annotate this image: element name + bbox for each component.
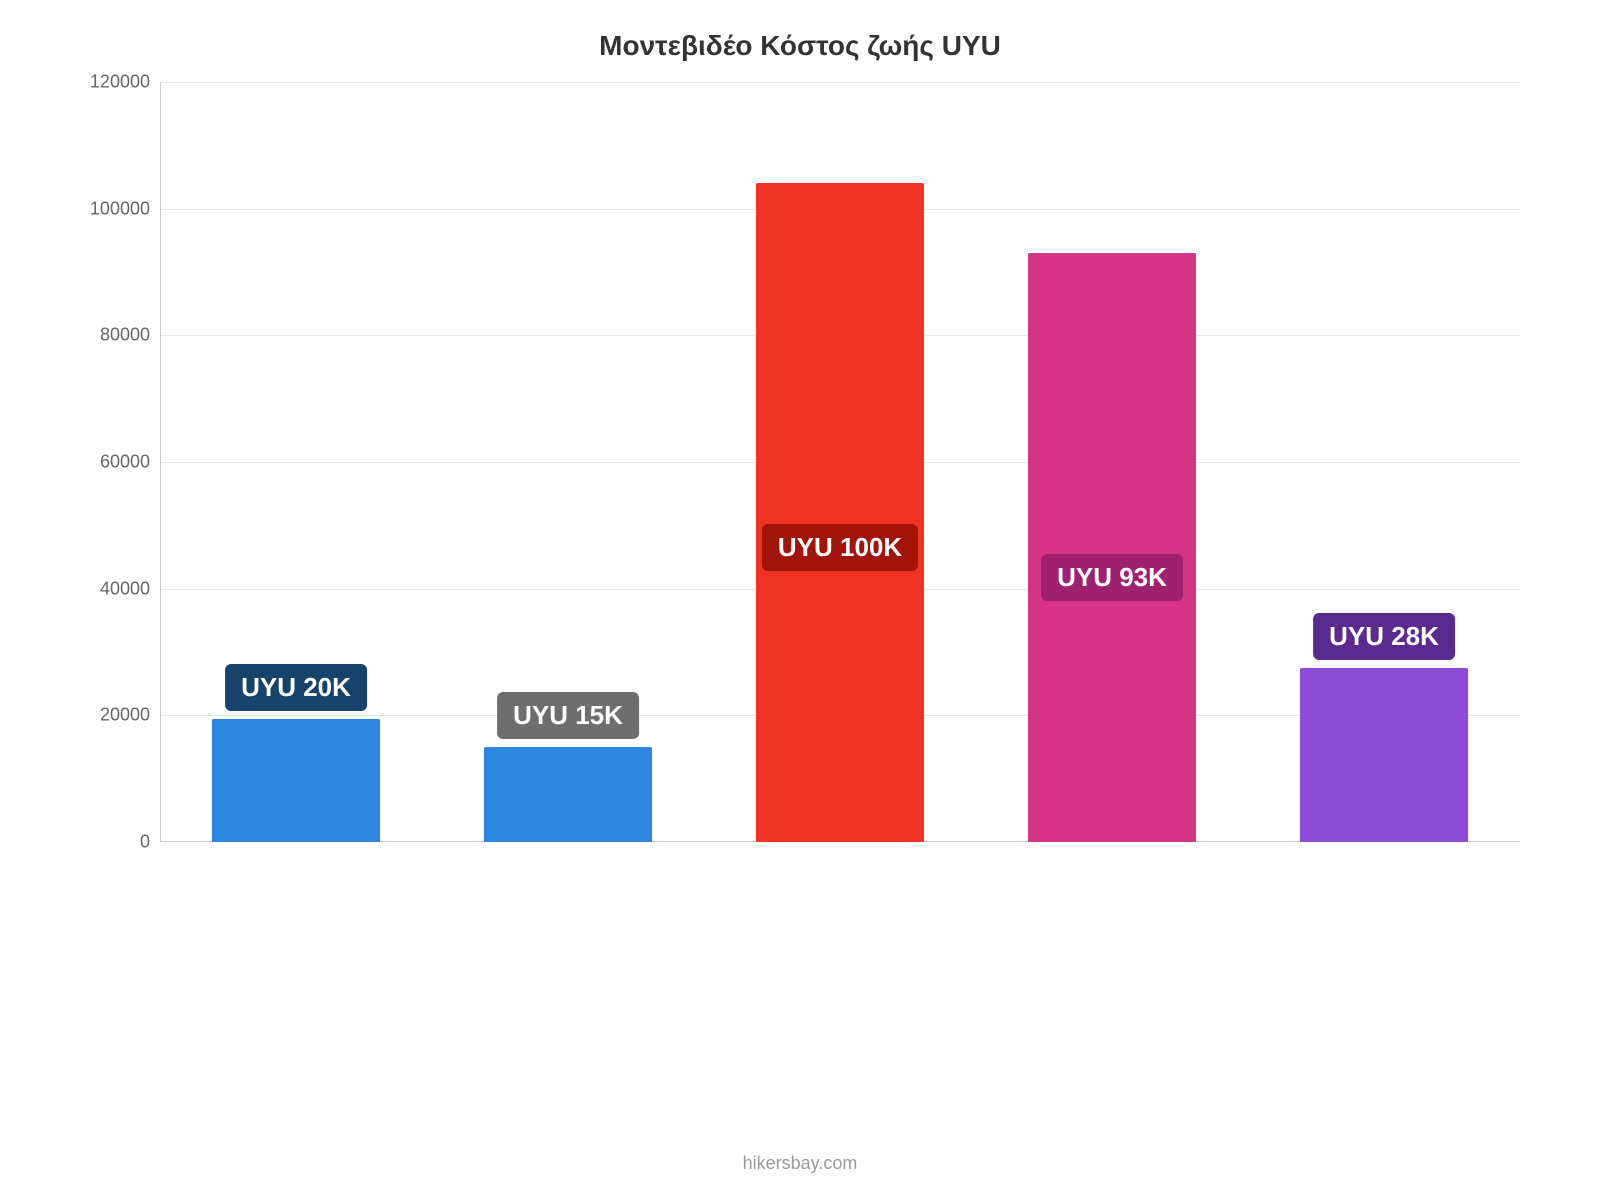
bars-row: UYU 20K UYU 15K UYU 100K UYU 93K UYU 28K [160, 82, 1520, 842]
y-tick-label: 60000 [60, 452, 150, 473]
bar-slot: UYU 100K [704, 82, 976, 842]
value-badge: UYU 28K [1313, 613, 1455, 660]
bar-slot: UYU 15K [432, 82, 704, 842]
bar[interactable] [1028, 253, 1197, 842]
value-badge: UYU 93K [1041, 554, 1183, 601]
bar-slot: UYU 28K [1248, 82, 1520, 842]
bar-slot: UYU 93K [976, 82, 1248, 842]
y-tick-label: 40000 [60, 578, 150, 599]
bar[interactable] [484, 747, 653, 842]
plot-frame: 020000400006000080000100000120000 UYU 20… [60, 82, 1540, 842]
value-badge: UYU 100K [762, 524, 918, 571]
bar[interactable] [1300, 668, 1469, 842]
y-tick-label: 120000 [60, 72, 150, 93]
bar-slot: UYU 20K [160, 82, 432, 842]
chart-container: Μοντεβιδέο Κόστος ζωής UYU 0 20000 40000 60… [0, 0, 1600, 1200]
y-tick-label: 100000 [60, 198, 150, 219]
y-tick-label: 0 [60, 832, 150, 853]
bar[interactable] [212, 719, 381, 843]
chart-title: Μοντεβιδέο Κόστος ζωής UYU [60, 30, 1540, 62]
y-tick-label: 80000 [60, 325, 150, 346]
y-tick-label: 20000 [60, 705, 150, 726]
value-badge: UYU 15K [497, 692, 639, 739]
source-label: hikersbay.com [0, 1153, 1600, 1174]
bar[interactable] [756, 183, 925, 842]
value-badge: UYU 20K [225, 664, 367, 711]
